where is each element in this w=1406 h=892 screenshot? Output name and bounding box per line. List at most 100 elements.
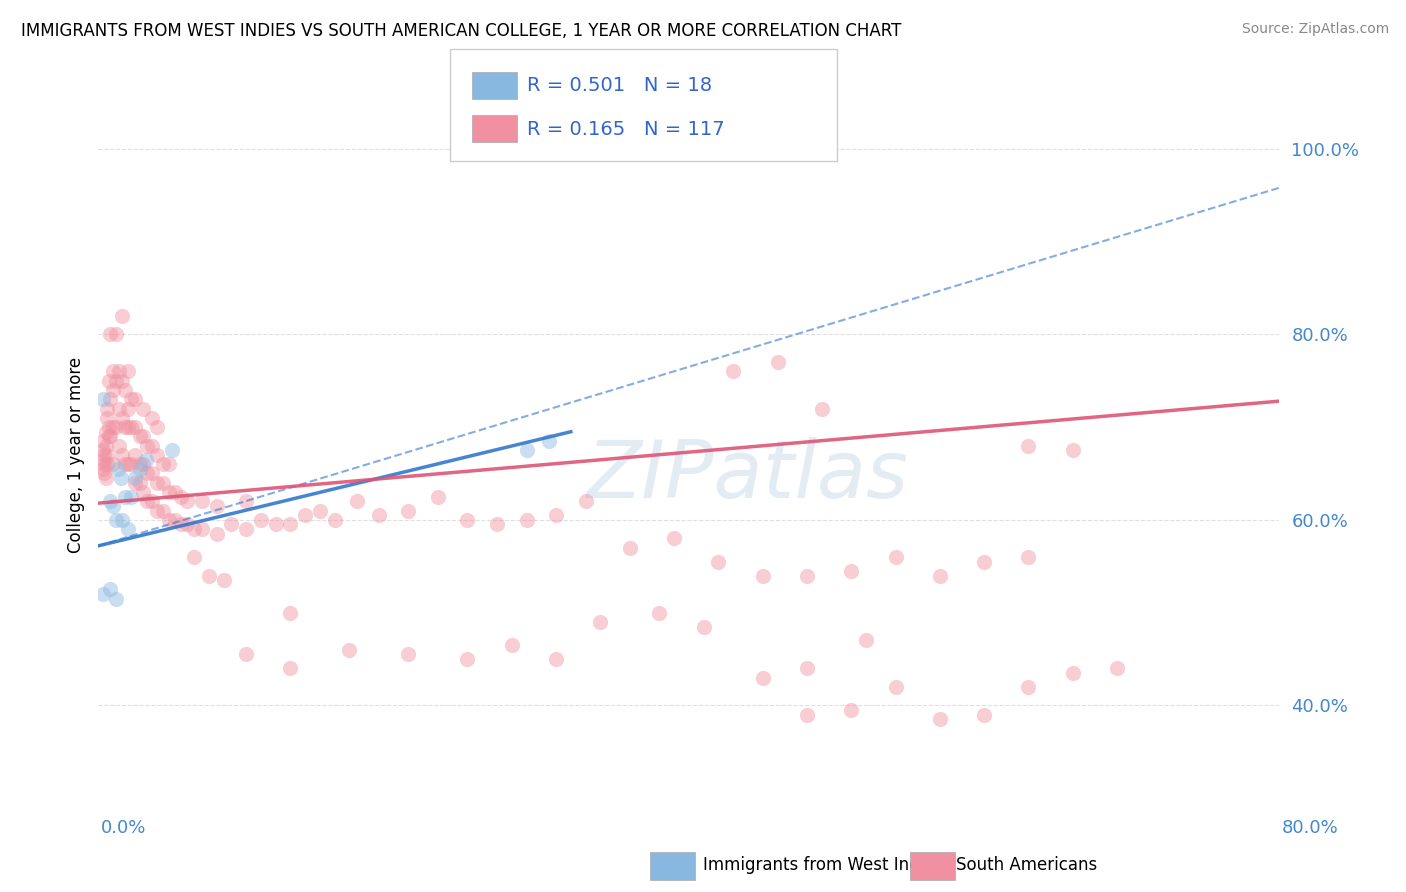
Point (103, 499, 125, 513)
Point (120, 392, 142, 407)
Point (111, 448, 134, 462)
Point (278, 606, 302, 620)
Point (664, 532, 686, 546)
Point (98, 494, 121, 508)
Point (165, 485, 187, 500)
Point (105, 420, 128, 434)
Point (94, 425, 117, 439)
Point (94, 439, 117, 453)
Point (120, 420, 142, 434)
Point (96, 410, 118, 425)
Point (486, 517, 509, 532)
Point (91, 392, 114, 407)
Point (117, 420, 139, 434)
Point (1017, 680, 1039, 694)
Point (136, 467, 159, 481)
Point (91, 452, 114, 467)
Point (93, 448, 115, 462)
Point (396, 503, 419, 517)
Point (1017, 549, 1039, 564)
Point (117, 364, 139, 378)
Point (537, 434, 560, 448)
Point (157, 485, 180, 500)
Point (766, 355, 789, 369)
Point (212, 573, 235, 587)
Point (1105, 661, 1128, 675)
Text: Source: ZipAtlas.com: Source: ZipAtlas.com (1241, 22, 1389, 37)
Point (124, 420, 146, 434)
Point (219, 517, 242, 532)
Point (132, 429, 155, 443)
Point (136, 494, 159, 508)
Point (141, 410, 163, 425)
Point (501, 638, 523, 652)
Point (103, 457, 125, 471)
Point (152, 475, 174, 490)
Point (114, 383, 136, 397)
Point (103, 420, 125, 434)
Point (128, 429, 150, 443)
Point (117, 522, 139, 536)
Text: 80.0%: 80.0% (1282, 819, 1339, 837)
Point (117, 401, 139, 416)
Point (107, 462, 129, 476)
Point (111, 410, 134, 425)
Point (205, 499, 228, 513)
Point (589, 615, 612, 629)
Point (162, 443, 183, 458)
Point (515, 513, 537, 527)
Point (152, 503, 174, 517)
Point (796, 707, 818, 722)
Point (176, 494, 198, 508)
Point (165, 513, 187, 527)
Point (146, 448, 169, 462)
Point (235, 648, 257, 662)
Point (191, 522, 214, 536)
Point (146, 475, 169, 490)
Point (103, 383, 125, 397)
Point (264, 517, 287, 532)
Point (98, 392, 121, 407)
Point (648, 606, 671, 620)
Point (427, 490, 450, 504)
Point (94, 471, 117, 485)
Point (884, 680, 907, 694)
Text: 0.0%: 0.0% (101, 819, 146, 837)
Point (114, 457, 136, 471)
Point (176, 517, 198, 532)
Point (544, 652, 567, 666)
Point (146, 503, 169, 517)
Point (198, 568, 221, 582)
Point (120, 457, 142, 471)
Point (183, 522, 205, 536)
Point (93, 457, 115, 471)
Point (928, 568, 950, 582)
Point (170, 490, 193, 504)
Point (515, 443, 537, 458)
Point (721, 364, 744, 378)
Point (110, 471, 132, 485)
Point (810, 401, 832, 416)
Point (103, 364, 125, 378)
Point (751, 671, 773, 685)
Point (839, 703, 862, 717)
Point (97, 420, 120, 434)
Point (108, 439, 131, 453)
Point (839, 564, 862, 578)
Point (141, 494, 163, 508)
Point (152, 457, 174, 471)
Point (1062, 665, 1084, 680)
Point (235, 522, 257, 536)
Text: South Americans: South Americans (956, 856, 1097, 874)
Point (91, 462, 114, 476)
Point (93, 467, 115, 481)
Point (250, 513, 273, 527)
Point (98, 429, 121, 443)
Text: Immigrants from West Indies: Immigrants from West Indies (703, 856, 943, 874)
Point (235, 494, 257, 508)
Point (884, 549, 907, 564)
Point (278, 517, 302, 532)
Point (928, 712, 950, 726)
Point (323, 513, 346, 527)
Point (973, 555, 995, 569)
